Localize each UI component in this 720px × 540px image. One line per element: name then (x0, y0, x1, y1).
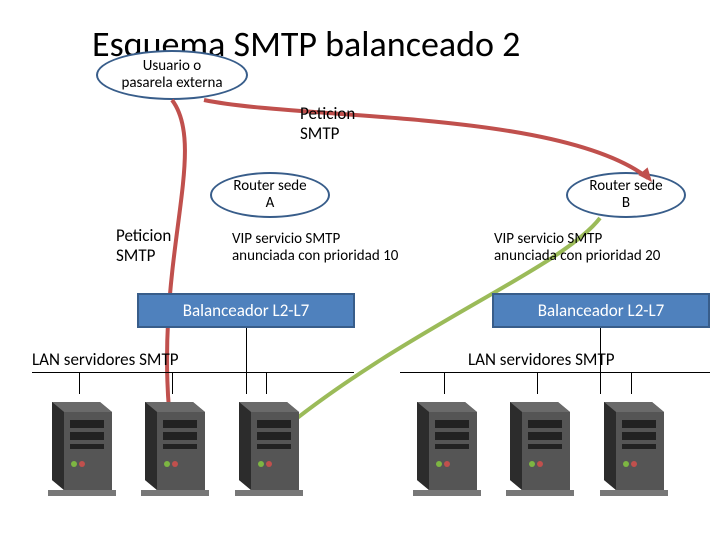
balanceador-b: Balanceador L2-L7 (492, 293, 710, 328)
peticion-smtp-left: PeticionSMTP (116, 226, 171, 265)
lan-b-line (400, 372, 710, 373)
lan-drop (246, 328, 247, 394)
server-icon (133, 394, 211, 500)
vip-sede-a-label: VIP servicio SMTPanunciada con prioridad… (232, 231, 398, 266)
lan-drop (79, 372, 80, 394)
router-sede-a-ellipse: Router sedeA (210, 172, 330, 218)
router-sede-b-ellipse: Router sedeB (566, 172, 686, 218)
lan-drop (537, 372, 538, 394)
external-user-ellipse: Usuario opasarela externa (96, 50, 248, 100)
lan-drop (631, 372, 632, 394)
lan-a-label: LAN servidores SMTP (32, 350, 179, 370)
server-icon (227, 394, 305, 500)
server-icon (592, 394, 670, 500)
lan-drop (266, 372, 267, 394)
lan-drop (172, 372, 173, 394)
server-icon (40, 394, 118, 500)
lan-b-label: LAN servidores SMTP (468, 350, 615, 370)
server-icon (405, 394, 483, 500)
vip-sede-b-label: VIP servicio SMTPanunciada con prioridad… (494, 231, 660, 266)
balanceador-a: Balanceador L2-L7 (137, 293, 355, 328)
server-icon (498, 394, 576, 500)
lan-drop (600, 328, 601, 394)
lan-drop (444, 372, 445, 394)
peticion-smtp-top: PeticionSMTP (300, 104, 355, 143)
lan-a-line (32, 372, 354, 373)
